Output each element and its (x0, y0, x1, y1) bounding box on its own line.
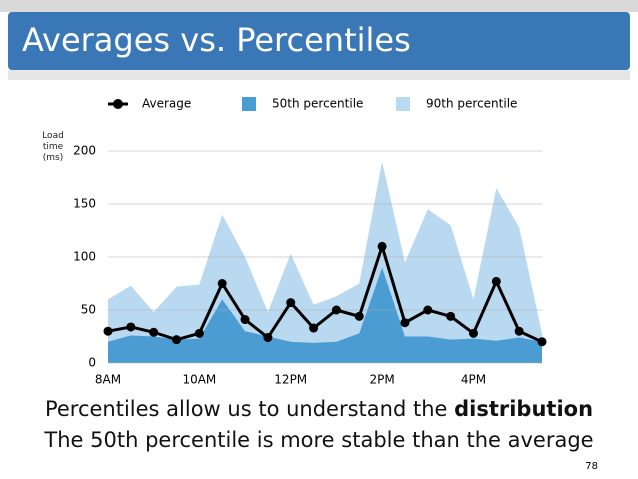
x-tick-label: 12PM (274, 373, 307, 387)
y-tick-label: 0 (88, 356, 96, 370)
x-tick-label: 4PM (461, 373, 486, 387)
marker (354, 311, 364, 321)
marker (263, 333, 273, 343)
x-tick-label: 10AM (182, 373, 216, 387)
marker (514, 326, 524, 336)
marker (446, 311, 456, 321)
marker (172, 335, 182, 345)
y-tick-label: 50 (81, 303, 96, 317)
area (108, 267, 542, 363)
legend-label: 90th percentile (426, 97, 517, 111)
legend-marker (113, 99, 123, 109)
marker (194, 328, 204, 338)
page-number: 78 (585, 461, 598, 472)
marker (537, 337, 547, 347)
legend-label: 50th percentile (272, 97, 363, 111)
y-tick-label: 150 (73, 197, 96, 211)
marker (240, 315, 250, 325)
caption-emphasis: distribution (454, 397, 594, 421)
legend-swatch (396, 97, 410, 111)
marker (331, 305, 341, 315)
legend-label: Average (142, 97, 191, 111)
marker (423, 305, 433, 315)
marker (149, 327, 159, 337)
legend-swatch (242, 97, 256, 111)
caption-1: Percentiles allow us to understand the d… (0, 397, 638, 421)
marker (126, 322, 136, 332)
marker (309, 323, 319, 333)
y-tick-label: 100 (73, 250, 96, 264)
x-tick-label: 2PM (369, 373, 394, 387)
marker (377, 241, 387, 251)
marker (286, 298, 296, 308)
marker (491, 276, 501, 286)
marker (400, 318, 410, 328)
slide-title: Averages vs. Percentiles (22, 21, 411, 59)
title-shadow (8, 70, 630, 80)
top-strip (0, 0, 638, 12)
marker (217, 279, 227, 288)
x-tick-label: 8AM (95, 373, 121, 387)
y-axis-label: Load time (ms) (42, 131, 64, 163)
caption-text: Percentiles allow us to understand the (44, 397, 455, 421)
marker (468, 328, 478, 338)
marker (103, 326, 113, 336)
title-bar (8, 12, 630, 70)
y-tick-label: 200 (73, 144, 96, 158)
caption-2: The 50th percentile is more stable than … (44, 428, 594, 452)
